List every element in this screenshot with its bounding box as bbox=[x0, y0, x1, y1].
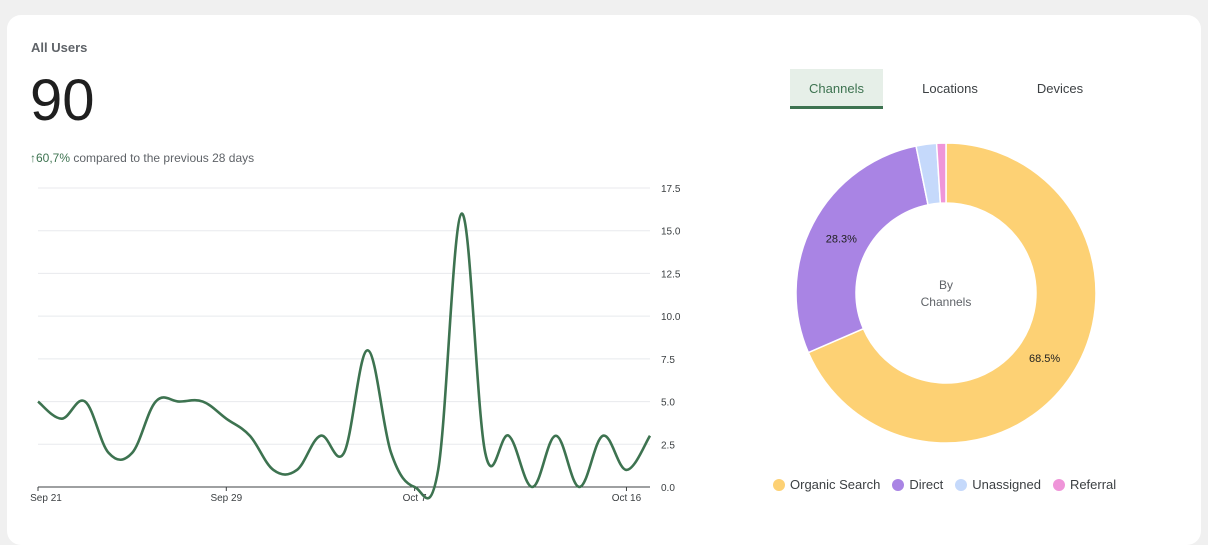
all-users-card bbox=[7, 15, 1201, 545]
donut-slice-direct bbox=[795, 145, 929, 354]
y-tick-label: 2.5 bbox=[661, 440, 675, 451]
donut-center-label: By Channels bbox=[896, 277, 996, 311]
x-tick-label: Oct 7 bbox=[403, 493, 427, 504]
y-tick-label: 10.0 bbox=[661, 312, 681, 323]
legend-item-referral[interactable]: Referral bbox=[1052, 477, 1117, 492]
legend-dot bbox=[1052, 478, 1065, 491]
comparison-text: ↑60,7% compared to the previous 28 days bbox=[30, 151, 254, 165]
legend-dot bbox=[955, 478, 968, 491]
arrow-up-icon: ↑ bbox=[30, 151, 36, 165]
legend-dot bbox=[773, 478, 785, 491]
legend-label: Referral bbox=[1069, 477, 1117, 492]
legend-dot bbox=[892, 478, 905, 491]
donut-legend: Organic Search Direct Unassigned Referra… bbox=[773, 477, 1128, 492]
x-tick-label: Sep 21 bbox=[30, 493, 62, 504]
tab-locations[interactable]: Locations bbox=[922, 81, 978, 96]
legend-item-direct[interactable]: Direct bbox=[892, 477, 943, 492]
legend-label: Unassigned bbox=[972, 477, 1041, 492]
legend-item-organic-search[interactable]: Organic Search bbox=[773, 477, 880, 492]
donut-slice-referral bbox=[935, 142, 947, 204]
y-tick-label: 7.5 bbox=[661, 355, 675, 366]
legend-label: Organic Search bbox=[790, 477, 881, 492]
tab-devices[interactable]: Devices bbox=[1036, 81, 1084, 96]
donut-center-line1: By bbox=[938, 278, 953, 292]
y-tick-label: 17.5 bbox=[661, 184, 681, 195]
legend-label: Direct bbox=[909, 477, 944, 492]
donut-center-line2: Channels bbox=[920, 295, 972, 309]
y-tick-label: 15.0 bbox=[661, 227, 681, 238]
y-tick-label: 12.5 bbox=[661, 269, 681, 280]
card-title: All Users bbox=[31, 40, 88, 55]
legend-item-unassigned[interactable]: Unassigned bbox=[955, 477, 1041, 492]
tab-channels[interactable]: Channels bbox=[790, 69, 883, 109]
x-tick-label: Sep 29 bbox=[210, 493, 242, 504]
comparison-label: compared to the previous 28 days bbox=[73, 151, 255, 165]
slice-label: 68.5% bbox=[1029, 353, 1060, 365]
users-count: 90 bbox=[30, 68, 95, 133]
channels-donut-chart: 68.5% 28.3% bbox=[795, 142, 1097, 444]
y-tick-label: 5.0 bbox=[661, 398, 675, 409]
users-line-chart: 0.0 2.5 5.0 7.5 10.0 12.5 15.0 17.5 Sep 21 Sep 29… bbox=[30, 184, 681, 504]
slice-label: 28.3% bbox=[826, 233, 857, 245]
y-tick-label: 0.0 bbox=[661, 483, 675, 494]
change-percentage: 60,7% bbox=[36, 151, 71, 165]
breakdown-tabs: Channels Locations Devices bbox=[790, 69, 1120, 109]
x-tick-label: Oct 16 bbox=[612, 493, 642, 504]
series-line bbox=[37, 212, 652, 500]
donut-slice-organic-search bbox=[807, 142, 1097, 444]
